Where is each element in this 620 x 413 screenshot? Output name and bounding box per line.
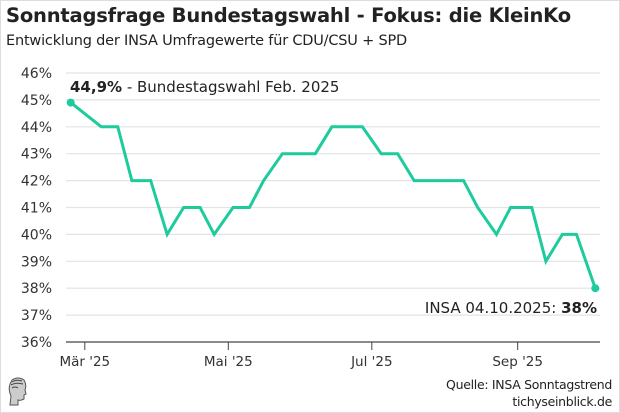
y-tick-label: 40%: [21, 227, 52, 243]
source-text: Quelle: INSA Sonntagstrend: [446, 377, 612, 392]
y-tick-label: 43%: [21, 147, 52, 163]
y-tick-label: 45%: [21, 93, 52, 109]
y-tick-label: 37%: [21, 308, 52, 324]
y-tick-label: 41%: [21, 201, 52, 217]
y-tick-label: 46%: [21, 66, 52, 82]
y-tick-label: 39%: [21, 254, 52, 270]
annotation-value: 38%: [561, 299, 597, 317]
x-tick-label: Jul '25: [350, 354, 392, 370]
end-point: [591, 284, 600, 293]
annotation-value: 44,9%: [70, 78, 122, 96]
site-text: tichyseinblick.de: [512, 394, 612, 409]
y-tick-label: 38%: [21, 281, 52, 297]
x-tick-label: Sep '25: [492, 354, 543, 370]
x-tick-label: Mai '25: [204, 354, 253, 370]
source-note: Quelle: INSA Sonntagstrend tichyseinblic…: [446, 376, 612, 410]
y-tick-label: 36%: [21, 335, 52, 351]
annotation-text: - Bundestagswahl Feb. 2025: [122, 78, 339, 96]
end-annotation: INSA 04.10.2025: 38%: [425, 299, 597, 317]
chart-title: Sonntagsfrage Bundestagswahl - Fokus: di…: [6, 4, 571, 27]
classical-head-logo: [6, 376, 30, 410]
start-annotation: 44,9% - Bundestagswahl Feb. 2025: [70, 78, 339, 96]
chart-subtitle: Entwicklung der INSA Umfragewerte für CD…: [6, 33, 407, 49]
annotation-text: INSA 04.10.2025:: [425, 299, 561, 317]
data-line: [69, 101, 597, 289]
start-point: [66, 98, 75, 107]
y-tick-label: 44%: [21, 120, 52, 136]
y-tick-label: 42%: [21, 174, 52, 190]
x-tick-label: Mär '25: [59, 354, 110, 370]
